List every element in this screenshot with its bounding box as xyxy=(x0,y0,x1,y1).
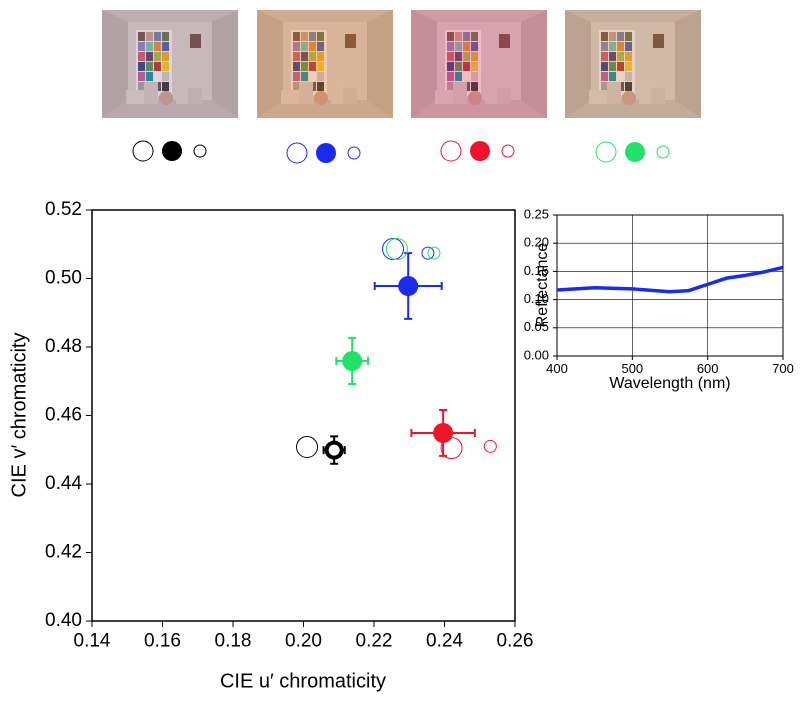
x-tick-label: 0.16 xyxy=(144,630,181,651)
y-tick-label: 0.46 xyxy=(45,405,82,426)
plot-frame xyxy=(556,214,784,357)
data-point xyxy=(398,276,419,297)
data-point xyxy=(421,246,435,260)
x-tick-label: 700 xyxy=(772,361,794,376)
rendered-scene xyxy=(257,10,393,118)
data-point xyxy=(385,238,408,261)
y-tick-label: 0.40 xyxy=(45,610,82,631)
x-axis-label: CIE u′ chromaticity xyxy=(220,670,386,692)
y-axis-label: Reflectance xyxy=(534,243,551,328)
y-tick-label: 0.15 xyxy=(524,263,549,278)
data-point xyxy=(324,440,344,460)
data-point xyxy=(427,246,441,260)
x-tick-label: 0.24 xyxy=(426,630,463,651)
y-tick-label: 0.20 xyxy=(524,235,549,250)
y-tick-label: 0.52 xyxy=(45,199,82,220)
y-tick-label: 0.44 xyxy=(45,473,82,494)
x-axis-label: Wavelength (nm) xyxy=(609,375,730,392)
rendered-scene xyxy=(565,10,701,118)
y-tick-label: 0.42 xyxy=(45,542,82,563)
data-point xyxy=(433,422,454,443)
x-tick-label: 0.20 xyxy=(285,630,322,651)
y-tick-label: 0.00 xyxy=(524,347,549,362)
y-axis-label: CIE v′ chromaticity xyxy=(8,333,30,498)
y-tick-label: 0.48 xyxy=(45,336,82,357)
data-point xyxy=(382,238,405,261)
y-tick-label: 0.25 xyxy=(524,206,549,221)
y-tick-label: 0.05 xyxy=(524,319,549,334)
plot-area xyxy=(557,215,783,356)
data-point xyxy=(342,351,363,372)
x-tick-label: 0.14 xyxy=(74,630,111,651)
x-tick-label: 600 xyxy=(697,361,719,376)
x-tick-label: 0.18 xyxy=(215,630,252,651)
symbol-key xyxy=(132,140,670,164)
data-point xyxy=(483,439,497,453)
data-line xyxy=(556,265,784,294)
data-point xyxy=(296,436,319,459)
plot-area xyxy=(92,210,515,621)
rendered-scene xyxy=(411,10,547,118)
y-tick-label: 0.10 xyxy=(524,291,549,306)
plot-frame xyxy=(91,209,516,622)
rendered-scene xyxy=(102,10,238,118)
x-tick-label: 400 xyxy=(546,361,568,376)
x-tick-label: 0.26 xyxy=(497,630,534,651)
x-tick-label: 500 xyxy=(621,361,643,376)
x-tick-label: 0.22 xyxy=(356,630,393,651)
y-tick-label: 0.50 xyxy=(45,268,82,289)
